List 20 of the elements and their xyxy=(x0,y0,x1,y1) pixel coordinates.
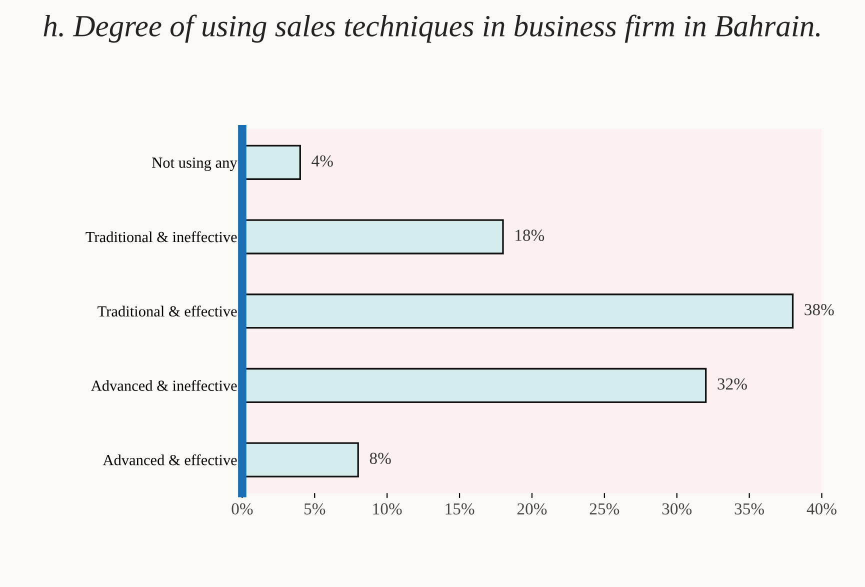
y-tick-label: Traditional & ineffective xyxy=(86,231,237,242)
x-tick-label: 5% xyxy=(304,503,326,515)
x-tick-label: 25% xyxy=(590,503,620,515)
y-tick-label: Advanced & ineffective xyxy=(90,380,237,391)
y-tick-label: Traditional & effective xyxy=(98,306,237,317)
x-tick-label: 15% xyxy=(446,503,474,515)
data-label: 8% xyxy=(370,452,391,464)
x-tick-label: 0% xyxy=(232,503,253,515)
data-label: 18% xyxy=(516,230,544,241)
data-label: 32% xyxy=(718,378,747,390)
x-tick-label: 40% xyxy=(806,503,836,515)
y-tick-label: Advanced & effective xyxy=(102,454,237,466)
data-label: 38% xyxy=(804,304,834,316)
x-tick-label: 20% xyxy=(517,503,547,515)
y-tick-label: Not using any xyxy=(152,158,238,171)
chart-title: h. Degree of using sales techniques in business firm in Bahrain. xyxy=(44,14,820,43)
x-tick-label: 30% xyxy=(662,503,692,515)
x-tick-label: 10% xyxy=(373,503,402,515)
x-tick-label: 35% xyxy=(734,503,764,515)
data-label: 4% xyxy=(312,155,333,167)
